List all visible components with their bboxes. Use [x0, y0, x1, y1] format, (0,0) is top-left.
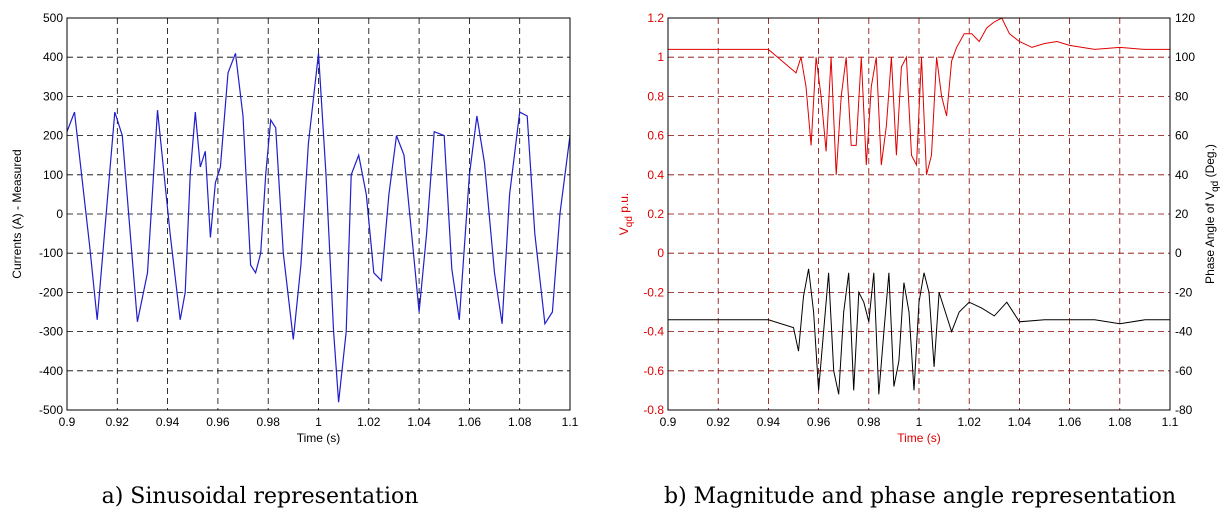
chart-a: 0.9 0.92 0.94 0.96 0.98 1 1.02 1.04 1.06 1.08 1.1 …: [10, 11, 579, 509]
x-tick-label: 0.9: [59, 415, 76, 429]
right-y-tick-label: -60: [1175, 364, 1193, 378]
chart-b-right-y-label-sub: qd: [1210, 181, 1221, 192]
chart-b-right-y-label: Phase Angle of Vqd (Deg.): [1203, 144, 1221, 284]
y-tick-label: 200: [43, 129, 63, 143]
chart-b-grid: [668, 18, 1170, 410]
right-y-tick-label: -40: [1175, 325, 1193, 339]
chart-a-current-trace: [66, 53, 571, 403]
right-y-tick-label: 60: [1175, 129, 1189, 143]
x-tick-label: 1: [315, 415, 322, 429]
chart-b: 0.9 0.92 0.94 0.96 0.98 1 1.02 1.04 1.06 1.08 1.1 …: [617, 11, 1221, 509]
chart-a-y-ticks: 500 400 300 200 100 0 -100 -200 -300 -400 -500: [39, 11, 63, 417]
chart-b-phase-angle-trace: [668, 268, 1170, 395]
left-y-tick-label: 0.2: [647, 207, 664, 221]
y-tick-label: 300: [43, 89, 63, 103]
chart-b-right-y-ticks: 120 100 80 60 40 20 0 -20 -40 -60 -80: [1175, 11, 1195, 417]
chart-b-right-y-label-rest: (Deg.): [1203, 144, 1217, 181]
x-tick-label: 1.08: [508, 415, 532, 429]
chart-b-x-ticks: 0.9 0.92 0.94 0.96 0.98 1 1.02 1.04 1.06 1.08 1.1: [660, 415, 1179, 429]
y-tick-label: 500: [43, 11, 63, 25]
chart-b-left-y-label-rest: p.u.: [617, 193, 631, 216]
x-tick-label: 0.92: [106, 415, 130, 429]
x-tick-label: 1.06: [458, 415, 482, 429]
right-y-tick-label: -80: [1175, 403, 1193, 417]
x-tick-label: 0.98: [257, 415, 281, 429]
y-tick-label: 0: [56, 207, 63, 221]
x-tick-label: 0.96: [807, 415, 831, 429]
right-y-tick-label: 120: [1175, 11, 1195, 25]
x-tick-label: 0.92: [707, 415, 731, 429]
chart-a-grid: [67, 18, 570, 410]
left-y-tick-label: -0.8: [643, 403, 664, 417]
right-y-tick-label: 80: [1175, 89, 1189, 103]
chart-b-vqd-magnitude-trace: [668, 17, 1170, 175]
left-y-tick-label: 0: [657, 246, 664, 260]
chart-a-x-label: Time (s): [297, 431, 341, 445]
right-y-tick-label: 20: [1175, 207, 1189, 221]
y-tick-label: -100: [39, 246, 63, 260]
x-tick-label: 1.02: [357, 415, 381, 429]
right-y-tick-label: 100: [1175, 50, 1195, 64]
chart-a-plot-frame: [66, 17, 571, 411]
left-y-tick-label: -0.2: [643, 285, 664, 299]
left-y-tick-label: 0.8: [647, 89, 664, 103]
chart-b-caption: b) Magnitude and phase angle representat…: [664, 484, 1176, 509]
y-tick-label: 400: [43, 50, 63, 64]
chart-a-caption: a) Sinusoidal representation: [102, 484, 419, 509]
y-tick-label: -200: [39, 285, 63, 299]
x-tick-label: 1.04: [407, 415, 431, 429]
x-tick-label: 1.08: [1108, 415, 1132, 429]
right-y-tick-label: 0: [1175, 246, 1182, 260]
x-tick-label: 1.1: [1162, 415, 1179, 429]
left-y-tick-label: 1.2: [647, 11, 664, 25]
x-tick-label: 1.02: [958, 415, 982, 429]
left-y-tick-label: -0.6: [643, 364, 664, 378]
chart-b-x-label: Time (s): [897, 431, 941, 445]
chart-b-right-y-label-main: Phase Angle of V: [1203, 192, 1217, 284]
chart-b-plot-frame: [667, 17, 1171, 411]
y-tick-label: 100: [43, 168, 63, 182]
y-tick-label: -300: [39, 325, 63, 339]
left-y-tick-label: -0.4: [643, 325, 664, 339]
chart-b-left-y-label-sub: qd: [624, 216, 635, 227]
left-y-tick-label: 0.6: [647, 129, 664, 143]
x-tick-label: 1: [916, 415, 923, 429]
x-tick-label: 0.9: [660, 415, 677, 429]
x-tick-label: 0.94: [757, 415, 781, 429]
right-y-tick-label: 40: [1175, 168, 1189, 182]
chart-b-left-y-label-main: V: [617, 227, 631, 235]
chart-b-left-y-label: Vqd p.u.: [617, 193, 635, 236]
left-y-tick-label: 1: [657, 50, 664, 64]
chart-b-left-y-ticks: 1.2 1 0.8 0.6 0.4 0.2 0 -0.2 -0.4 -0.6 -0.8: [643, 11, 664, 417]
chart-a-x-ticks: 0.9 0.92 0.94 0.96 0.98 1 1.02 1.04 1.06 1.08 1.1: [59, 415, 579, 429]
x-tick-label: 0.98: [857, 415, 881, 429]
x-tick-label: 1.1: [562, 415, 579, 429]
x-tick-label: 0.96: [206, 415, 230, 429]
x-tick-label: 1.06: [1058, 415, 1082, 429]
x-tick-label: 1.04: [1008, 415, 1032, 429]
y-tick-label: -400: [39, 364, 63, 378]
y-tick-label: -500: [39, 403, 63, 417]
chart-a-y-label: Currents (A) - Measured: [10, 149, 24, 278]
left-y-tick-label: 0.4: [647, 168, 664, 182]
right-y-tick-label: -20: [1175, 285, 1193, 299]
x-tick-label: 0.94: [156, 415, 180, 429]
